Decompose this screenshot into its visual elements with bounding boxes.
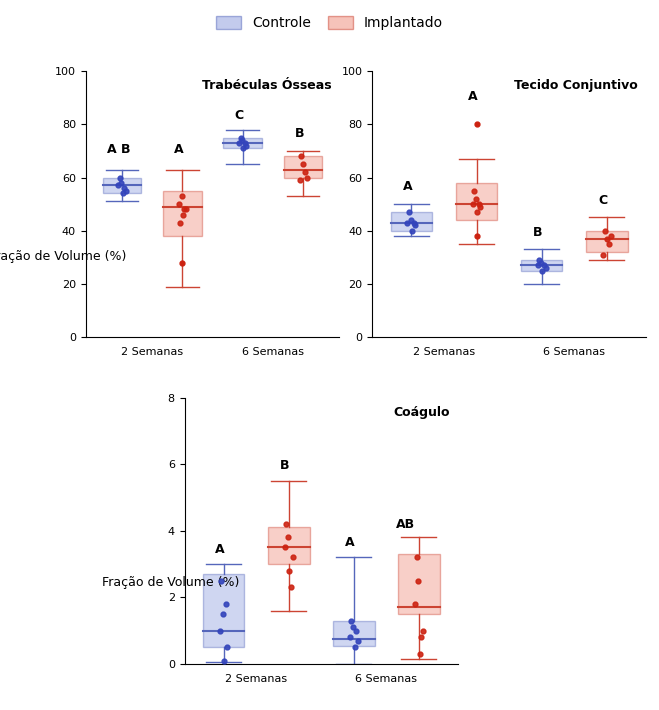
Legend: Controle, Implantado: Controle, Implantado (210, 11, 449, 36)
Bar (586, 231, 627, 252)
Text: A: A (215, 542, 225, 556)
Text: A: A (403, 180, 413, 193)
Text: Fração de Volume (%): Fração de Volume (%) (0, 250, 127, 263)
Bar (223, 138, 262, 148)
Text: A: A (174, 143, 183, 156)
Bar (103, 178, 141, 193)
Text: A: A (345, 536, 355, 549)
Bar (398, 554, 440, 614)
Bar (455, 183, 498, 220)
Bar (268, 528, 310, 564)
Text: Fração de Volume (%): Fração de Volume (%) (103, 577, 240, 589)
Bar (284, 156, 322, 178)
Text: A B: A B (107, 143, 130, 156)
Text: Trabéculas Ósseas: Trabéculas Ósseas (202, 79, 331, 92)
Text: AB: AB (396, 518, 415, 531)
Bar (163, 191, 202, 236)
Text: C: C (235, 109, 244, 121)
Bar (391, 212, 432, 231)
Text: B: B (295, 127, 304, 141)
Bar (203, 574, 244, 648)
Text: B: B (280, 459, 289, 472)
Bar (521, 260, 563, 271)
Text: Tecido Conjuntivo: Tecido Conjuntivo (514, 79, 638, 92)
Text: C: C (598, 194, 608, 207)
Text: Coágulo: Coágulo (393, 405, 450, 419)
Text: A: A (468, 90, 477, 103)
Bar (333, 621, 375, 645)
Text: B: B (533, 226, 542, 239)
